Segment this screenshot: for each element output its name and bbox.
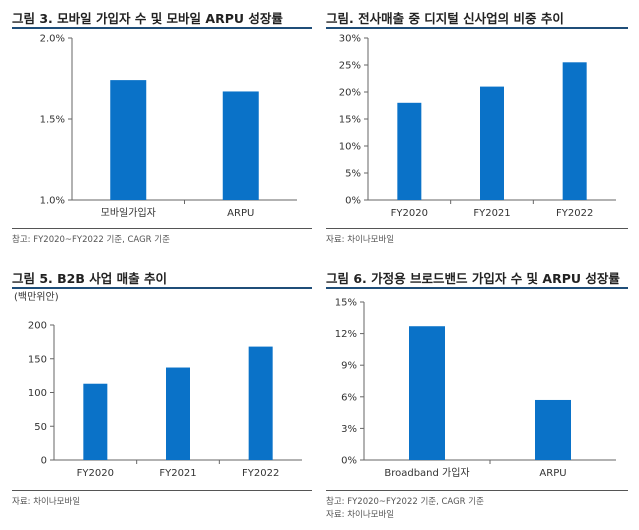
chart-title: 그림 3. 모바일 가입자 수 및 모바일 ARPU 성장률 bbox=[12, 11, 283, 26]
panel-digital-share: 그림. 전사매출 중 디지털 신사업의 비중 추이 30% 25% 20% 15% 10… bbox=[326, 8, 628, 253]
y-tick-label: 25% bbox=[339, 61, 361, 72]
x-tick-label: 모바일가입자 bbox=[101, 206, 156, 219]
y-tick-label: 15% bbox=[335, 298, 357, 309]
y-tick-label: 0% bbox=[345, 196, 361, 207]
x-tick-label: FY2022 bbox=[242, 468, 279, 479]
x-tick-label: Broadband 가입자 bbox=[384, 466, 469, 479]
title-rule bbox=[12, 27, 312, 29]
footer-rule bbox=[12, 490, 312, 491]
bar-chart-b2b-revenue: (백만위안) 200 150 100 50 0 FY2020 FY2021 FY2022 bbox=[14, 290, 302, 479]
y-tick-label: 150 bbox=[28, 354, 47, 365]
x-tick-label: FY2020 bbox=[391, 208, 428, 219]
bar-chart-mobile-growth: 2.0% 1.5% 1.0% 모바일가입자 ARPU bbox=[40, 34, 297, 219]
bar bbox=[409, 326, 445, 460]
title-rule bbox=[12, 287, 312, 289]
panel-b2b-revenue: 그림 5. B2B 사업 매출 추이 (백만위안) 200 150 100 50 0 FY2… bbox=[12, 268, 312, 518]
footer-rule bbox=[12, 228, 312, 229]
chart-title: 그림 5. B2B 사업 매출 추이 bbox=[12, 271, 167, 286]
chart-note: 참고: FY2020~FY2022 기준, CAGR 기준 bbox=[326, 497, 484, 507]
bar bbox=[166, 367, 190, 460]
y-tick-label: 0% bbox=[341, 456, 357, 467]
y-tick-label: 15% bbox=[339, 115, 361, 126]
footer-rule bbox=[326, 228, 628, 229]
chart-title: 그림. 전사매출 중 디지털 신사업의 비중 추이 bbox=[326, 11, 564, 26]
y-tick-label: 6% bbox=[341, 392, 357, 403]
y-tick-label: 2.0% bbox=[40, 34, 65, 45]
bar bbox=[83, 383, 108, 460]
x-tick-label: FY2020 bbox=[77, 468, 114, 479]
bar bbox=[248, 346, 273, 460]
bar bbox=[535, 399, 571, 460]
title-rule bbox=[326, 27, 628, 29]
footer-rule bbox=[326, 490, 628, 491]
y-tick-label: 1.5% bbox=[40, 115, 65, 126]
y-tick-label: 30% bbox=[339, 34, 361, 45]
x-tick-label: FY2022 bbox=[556, 208, 593, 219]
chart-source: 자료: 차이나모바일 bbox=[326, 510, 395, 520]
x-tick-label: ARPU bbox=[539, 468, 566, 479]
chart-source: 자료: 차이나모바일 bbox=[326, 235, 395, 245]
bar bbox=[222, 91, 259, 200]
bar-chart-digital-share: 30% 25% 20% 15% 10% 5% 0% FY2020 FY2021 FY2022 bbox=[339, 34, 616, 219]
bar bbox=[480, 86, 504, 200]
bar-chart-broadband-growth: 15% 12% 9% 6% 3% 0% Broadband 가입자 ARPU bbox=[335, 298, 616, 479]
chart-title: 그림 6. 가정용 브로드밴드 가입자 수 및 ARPU 성장률 bbox=[326, 271, 620, 286]
y-tick-label: 1.0% bbox=[40, 196, 65, 207]
y-tick-label: 9% bbox=[341, 361, 357, 372]
x-tick-label: ARPU bbox=[227, 208, 254, 219]
y-tick-label: 50 bbox=[34, 422, 47, 433]
panel-mobile-growth: 그림 3. 모바일 가입자 수 및 모바일 ARPU 성장률 2.0% 1.5% 1… bbox=[12, 8, 312, 253]
x-tick-label: FY2021 bbox=[473, 208, 510, 219]
bar bbox=[562, 62, 587, 200]
chart-source: 자료: 차이나모바일 bbox=[12, 497, 81, 507]
y-tick-label: 10% bbox=[339, 142, 361, 153]
unit-label: (백만위안) bbox=[14, 290, 59, 303]
bar bbox=[397, 102, 422, 200]
title-rule bbox=[326, 287, 628, 289]
y-tick-label: 5% bbox=[345, 169, 361, 180]
y-tick-label: 12% bbox=[335, 329, 357, 340]
y-tick-label: 100 bbox=[28, 388, 47, 399]
y-tick-label: 3% bbox=[341, 424, 357, 435]
bar bbox=[110, 80, 147, 200]
chart-note: 참고: FY2020~FY2022 기준, CAGR 기준 bbox=[12, 235, 170, 245]
x-tick-label: FY2021 bbox=[159, 468, 196, 479]
panel-broadband-growth: 그림 6. 가정용 브로드밴드 가입자 수 및 ARPU 성장률 15% 12% 9… bbox=[326, 268, 628, 526]
y-tick-label: 20% bbox=[339, 88, 361, 99]
y-tick-label: 0 bbox=[41, 456, 47, 467]
y-tick-label: 200 bbox=[28, 321, 47, 332]
